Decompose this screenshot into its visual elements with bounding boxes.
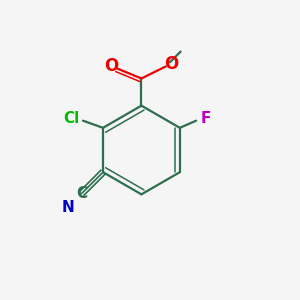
Text: O: O [164,55,178,73]
Text: N: N [61,200,74,215]
Text: F: F [200,112,211,127]
Text: C: C [76,186,87,201]
Text: O: O [104,57,118,75]
Text: Cl: Cl [63,111,80,126]
